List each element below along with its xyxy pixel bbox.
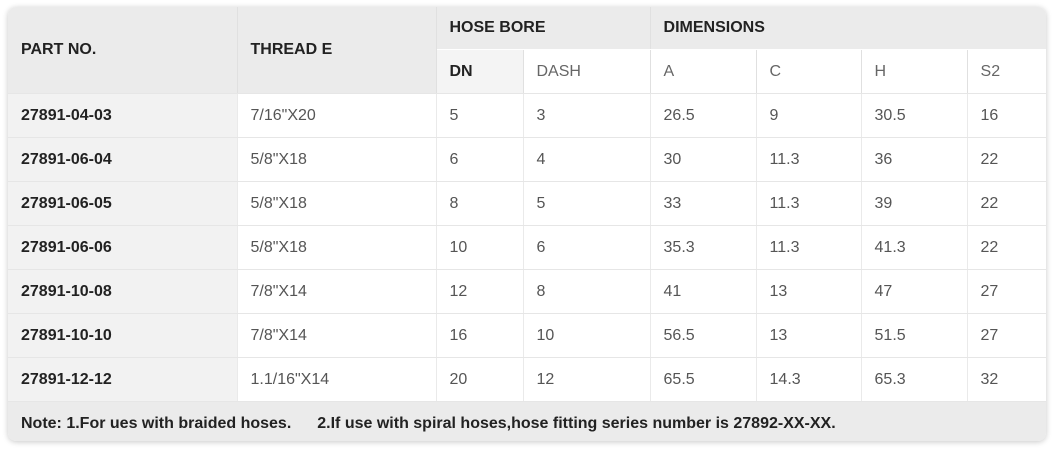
cell-dash: 5 [523,181,651,226]
table-row: 27891-06-06 5/8"X18 10 6 35.3 11.3 41.3 … [8,225,1046,270]
cell-dn: 5 [436,93,524,138]
cell-h: 36 [861,137,968,182]
cell-dn: 10 [436,225,524,270]
table-row: 27891-12-12 1.1/16"X14 20 12 65.5 14.3 6… [8,357,1046,402]
cell-s2: 27 [967,269,1046,314]
cell-dash: 3 [523,93,651,138]
header-hose-bore: HOSE BORE [436,7,651,50]
header-dash: DASH [523,49,651,94]
cell-dash: 8 [523,269,651,314]
table-row: 27891-10-10 7/8"X14 16 10 56.5 13 51.5 2… [8,313,1046,358]
cell-s2: 22 [967,137,1046,182]
cell-thread: 7/8"X14 [237,269,437,314]
cell-part-no: 27891-10-10 [8,313,238,358]
table-note: Note: 1.For ues with braided hoses. 2.If … [8,402,1046,441]
cell-dn: 16 [436,313,524,358]
cell-h: 47 [861,269,968,314]
cell-c: 13 [756,269,862,314]
cell-a: 26.5 [650,93,757,138]
note-spiral: 2.If use with spiral hoses,hose fitting … [317,415,836,432]
cell-a: 65.5 [650,357,757,402]
cell-s2: 27 [967,313,1046,358]
table-row: 27891-10-08 7/8"X14 12 8 41 13 47 27 [8,269,1046,314]
cell-part-no: 27891-06-05 [8,181,238,226]
cell-part-no: 27891-04-03 [8,93,238,138]
cell-c: 11.3 [756,225,862,270]
cell-thread: 5/8"X18 [237,137,437,182]
cell-h: 41.3 [861,225,968,270]
table-row: 27891-06-05 5/8"X18 8 5 33 11.3 39 22 [8,181,1046,226]
cell-h: 51.5 [861,313,968,358]
cell-h: 30.5 [861,93,968,138]
cell-s2: 22 [967,181,1046,226]
cell-thread: 5/8"X18 [237,181,437,226]
cell-s2: 32 [967,357,1046,402]
cell-part-no: 27891-06-04 [8,137,238,182]
cell-thread: 1.1/16"X14 [237,357,437,402]
cell-thread: 5/8"X18 [237,225,437,270]
header-thread: THREAD E [237,7,437,94]
cell-dash: 10 [523,313,651,358]
note-braided: Note: 1.For ues with braided hoses. [21,415,292,432]
cell-a: 33 [650,181,757,226]
cell-a: 30 [650,137,757,182]
cell-c: 11.3 [756,137,862,182]
cell-dash: 12 [523,357,651,402]
cell-dn: 12 [436,269,524,314]
cell-part-no: 27891-12-12 [8,357,238,402]
cell-c: 9 [756,93,862,138]
header-h: H [861,49,968,94]
header-dn: DN [436,49,524,94]
header-dimensions: DIMENSIONS [650,7,1046,50]
cell-dash: 6 [523,225,651,270]
cell-h: 39 [861,181,968,226]
cell-a: 56.5 [650,313,757,358]
cell-s2: 16 [967,93,1046,138]
header-a: A [650,49,757,94]
cell-dn: 20 [436,357,524,402]
cell-dn: 8 [436,181,524,226]
fitting-spec-table: PART NO. THREAD E HOSE BORE DIMENSIONS D… [8,7,1046,402]
cell-c: 13 [756,313,862,358]
cell-h: 65.3 [861,357,968,402]
cell-a: 35.3 [650,225,757,270]
cell-thread: 7/16"X20 [237,93,437,138]
cell-s2: 22 [967,225,1046,270]
table-row: 27891-06-04 5/8"X18 6 4 30 11.3 36 22 [8,137,1046,182]
header-c: C [756,49,862,94]
cell-dash: 4 [523,137,651,182]
header-part-no: PART NO. [8,7,238,94]
spec-table-card: PART NO. THREAD E HOSE BORE DIMENSIONS D… [8,7,1046,441]
cell-c: 14.3 [756,357,862,402]
cell-part-no: 27891-10-08 [8,269,238,314]
cell-c: 11.3 [756,181,862,226]
table-row: 27891-04-03 7/16"X20 5 3 26.5 9 30.5 16 [8,93,1046,138]
cell-part-no: 27891-06-06 [8,225,238,270]
cell-a: 41 [650,269,757,314]
cell-dn: 6 [436,137,524,182]
cell-thread: 7/8"X14 [237,313,437,358]
header-s2: S2 [967,49,1046,94]
